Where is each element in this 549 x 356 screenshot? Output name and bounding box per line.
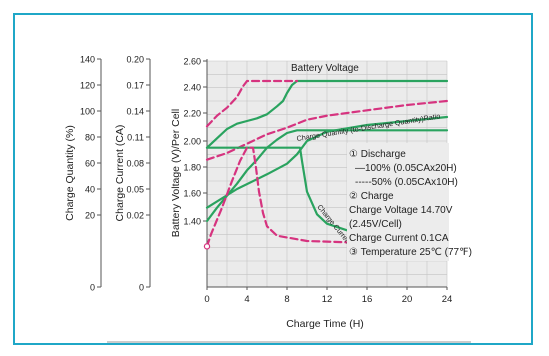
y-tick-label: 1.40 [183, 217, 201, 227]
y-tick-label: 2.40 [183, 83, 201, 93]
x-tick-label: 4 [244, 294, 249, 305]
legend-background [347, 143, 449, 261]
y-tick-label: 0.17 [126, 81, 144, 91]
legend-discharge-50: -----50% (0.05CAx10H) [355, 177, 458, 188]
y-tick-label: 0.14 [126, 107, 144, 117]
y-tick-label: 2.20 [183, 109, 201, 119]
y-axis-label: Charge Quantity (%) [64, 125, 76, 221]
y-tick-label: 0.11 [127, 133, 144, 143]
y-tick-label: 0.05 [126, 185, 144, 195]
x-tick-label: 0 [204, 294, 209, 305]
legend-charge-voltage: Charge Voltage 14.70V [349, 205, 453, 216]
legend-discharge-title: ① Discharge [349, 149, 406, 160]
x-axis-label: Charge Time (H) [286, 318, 364, 330]
y-tick-label: 40 [85, 185, 95, 195]
y-tick-label: 0.08 [126, 159, 144, 169]
x-tick-label: 24 [442, 294, 453, 305]
y-tick-label: 0.20 [126, 55, 144, 65]
y-axis-label: Charge Current (CA) [114, 125, 126, 222]
y-tick-label: 0 [90, 283, 95, 293]
series-line-7 [205, 146, 449, 248]
y-tick-label: 140 [80, 55, 95, 65]
y-tick-label: 0.02 [126, 211, 144, 221]
y-tick-label: 100 [80, 107, 95, 117]
legend-discharge-100: —100% (0.05CAx20H) [355, 163, 457, 174]
x-tick-label: 8 [284, 294, 289, 305]
series-line-1 [205, 79, 449, 149]
y-tick-label: 120 [80, 81, 95, 91]
annotation-battery-voltage: Battery Voltage [291, 63, 359, 74]
series-group [203, 79, 449, 250]
y-tick-label: 1.80 [183, 163, 201, 173]
chart-frame: 140 120 100 80 60 40 20 0 Charge Quantity (%) 0.2… [13, 13, 533, 345]
y-tick-label: 2.00 [183, 137, 201, 147]
y-axis-label: Battery Voltage (V)/Per Cell [170, 109, 182, 237]
series-start-marker [203, 243, 211, 250]
legend-temperature: ③ Temperature 25℃ (77℉) [349, 247, 472, 258]
y-tick-label: 20 [85, 211, 95, 221]
y-tick-label: 0 [139, 283, 144, 293]
x-tick-label: 12 [322, 294, 333, 305]
series-line-5 [205, 129, 449, 223]
y-tick-label: 1.60 [183, 189, 201, 199]
legend-charge-current: Charge Current 0.1CA [349, 233, 449, 244]
y-tick-label: 60 [85, 159, 95, 169]
x-tick-label: 20 [402, 294, 413, 305]
legend-charge-voltage-cell: (2.45V/Cell) [349, 219, 402, 230]
legend-charge-title: ② Charge [349, 191, 394, 202]
legend: ① Discharge —100% (0.05CAx20H) -----50% … [347, 143, 472, 261]
y-tick-label: 80 [85, 133, 95, 143]
series-line-2 [205, 79, 299, 128]
y-tick-label: 2.60 [183, 57, 201, 67]
series-line-4 [205, 115, 449, 209]
x-tick-label: 16 [362, 294, 373, 305]
